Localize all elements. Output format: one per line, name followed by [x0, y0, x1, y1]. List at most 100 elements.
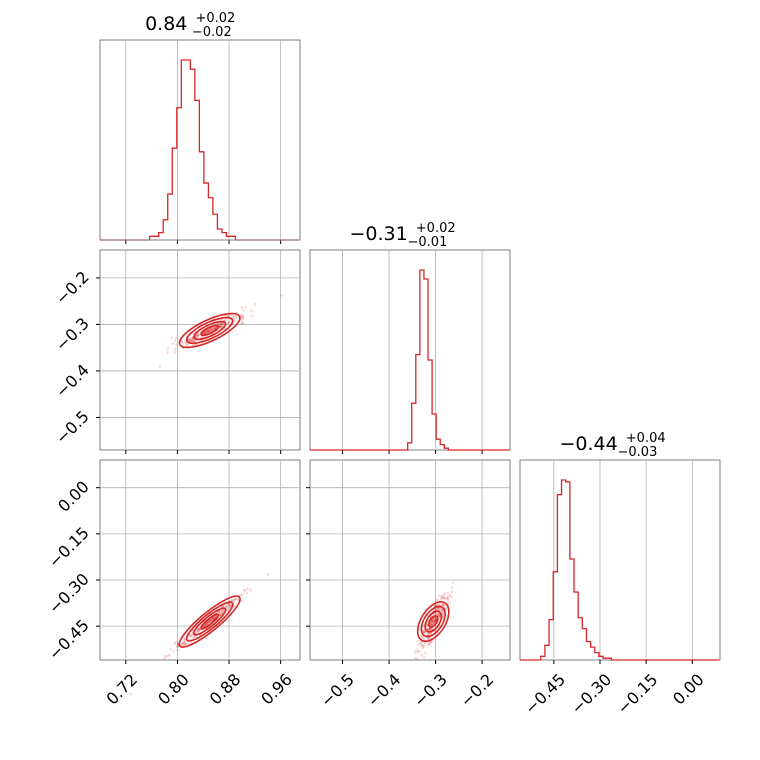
x-tick-label: 0.88	[206, 670, 245, 709]
sample-point	[280, 294, 283, 297]
sample-point	[234, 316, 238, 319]
sample-point	[197, 628, 200, 631]
sample-point	[427, 633, 430, 637]
sample-point	[226, 314, 230, 318]
sample-point	[168, 653, 171, 657]
sample-point	[242, 316, 245, 320]
sample-point	[221, 604, 225, 608]
sample-point	[174, 641, 177, 644]
sample-point	[189, 634, 193, 638]
panel-frame	[309, 459, 511, 661]
sample-point	[435, 608, 438, 611]
sample-point	[433, 620, 437, 623]
sample-point	[230, 603, 233, 606]
sample-point	[203, 330, 207, 334]
sample-point	[197, 627, 201, 631]
histogram-step-line	[520, 479, 720, 661]
density-contour	[185, 601, 234, 642]
sample-point	[234, 597, 238, 601]
sample-point	[186, 343, 189, 347]
sample-point	[441, 609, 444, 612]
density-contour	[420, 605, 446, 638]
sample-point	[163, 657, 166, 660]
sample-point	[220, 322, 224, 326]
sample-point	[428, 636, 432, 640]
title-param-2: −0.31 +0.02 −0.01	[350, 221, 456, 250]
sample-point	[444, 606, 448, 610]
sample-point	[451, 581, 455, 584]
x-tick-label: −0.4	[363, 670, 404, 711]
panels: −0.45−0.30−0.15 0.00−0.5−0.4−0.3−0.20.72 0…	[45, 39, 721, 718]
sample-point	[206, 329, 210, 333]
sample-point	[191, 337, 194, 340]
sample-point	[435, 598, 439, 601]
sample-point	[227, 602, 231, 606]
density-contour	[416, 601, 450, 643]
sample-point	[218, 325, 222, 329]
x-tick-label: −0.15	[613, 670, 661, 718]
sample-point	[426, 636, 429, 640]
sample-point	[182, 637, 185, 640]
sample-point	[217, 610, 220, 614]
sample-point	[417, 642, 421, 646]
y-tick-label: −0.2	[52, 267, 93, 308]
sample-point	[428, 628, 431, 632]
density-contour	[200, 613, 220, 630]
density-contour	[192, 607, 227, 636]
sample-point	[451, 585, 454, 589]
sample-point	[243, 589, 247, 592]
sample-point	[434, 618, 438, 622]
sample-point	[214, 325, 217, 329]
x-tick-label: 0.96	[257, 670, 296, 709]
sample-point	[190, 338, 194, 342]
sample-point	[443, 604, 446, 607]
sample-point	[423, 641, 427, 645]
sample-point	[240, 599, 243, 603]
sample-point	[447, 595, 451, 598]
sample-point	[430, 620, 434, 624]
sample-point	[429, 640, 432, 644]
sample-point	[232, 604, 236, 608]
histogram-panel-2	[309, 249, 511, 454]
sample-point	[433, 619, 437, 623]
sample-point	[196, 631, 200, 634]
sample-point	[229, 604, 233, 608]
sample-point	[228, 604, 232, 608]
sample-point	[191, 339, 194, 342]
sample-point	[233, 597, 237, 601]
sample-point	[191, 340, 195, 343]
sample-point	[183, 640, 186, 644]
sample-point	[203, 331, 207, 334]
sample-point	[242, 308, 245, 312]
sample-point	[251, 314, 254, 318]
sample-point	[196, 627, 200, 631]
sample-point	[188, 634, 191, 638]
sample-point	[266, 573, 270, 576]
sample-point	[420, 653, 423, 657]
sample-point	[224, 605, 228, 608]
sample-point	[164, 654, 167, 658]
sample-point	[214, 615, 217, 618]
sample-point	[430, 623, 433, 627]
svg-text:0.84 +0.02: 0.84 +0.02	[145, 11, 235, 35]
sample-point	[441, 603, 445, 607]
sample-point	[203, 331, 206, 334]
sample-point	[158, 365, 162, 368]
sample-point	[241, 321, 245, 325]
y-tick-label: −0.3	[52, 314, 93, 355]
sample-point	[440, 595, 444, 599]
sample-point	[430, 640, 433, 644]
sample-point	[428, 627, 432, 631]
sample-point	[240, 306, 244, 309]
sample-point	[191, 338, 194, 342]
sample-point	[166, 654, 169, 658]
sample-point	[253, 302, 257, 306]
sample-point	[428, 627, 432, 631]
sample-point	[232, 317, 236, 321]
density-contour	[428, 615, 439, 628]
sample-point	[223, 604, 227, 608]
sample-point	[213, 327, 217, 330]
sample-point	[437, 606, 441, 610]
sample-point	[219, 321, 222, 325]
